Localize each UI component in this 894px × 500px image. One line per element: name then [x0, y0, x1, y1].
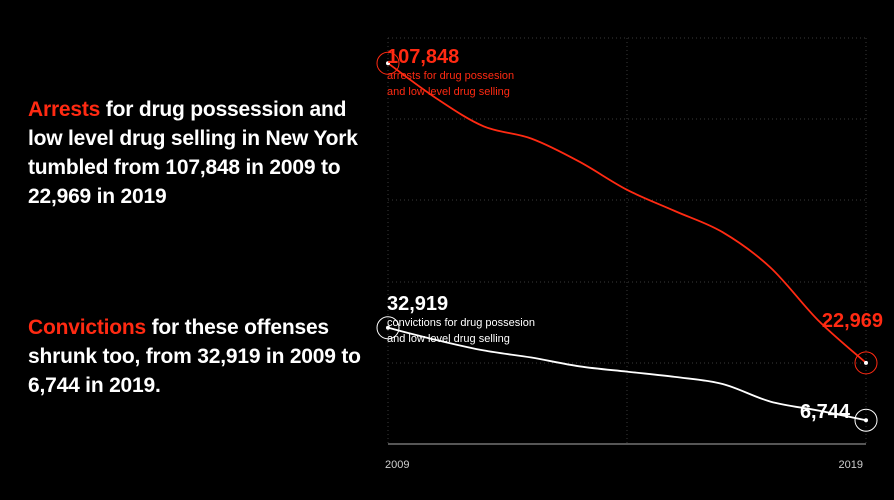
arrests-end-value-label: 22,969	[822, 310, 883, 332]
convictions-description-text: for these offenses shrunk too, from 32,9…	[28, 316, 361, 397]
x-tick-label-end: 2019	[839, 459, 863, 471]
convictions-start-marker-ring	[376, 316, 400, 340]
series-line-arrests	[387, 62, 867, 364]
arrests-description: Arrests for drug possession and low leve…	[28, 95, 378, 211]
series-line-convictions	[387, 326, 867, 422]
convictions-start-marker-dot	[386, 325, 390, 330]
arrests-end-marker-dot	[864, 360, 868, 365]
convictions-end-marker-dot	[864, 418, 868, 423]
arrests-start-value-label: 107,848	[387, 46, 459, 68]
convictions-description: Convictions for these offenses shrunk to…	[28, 313, 378, 400]
convictions-start-value-label: 32,919	[387, 293, 448, 315]
convictions-end-value-label: 6,744	[800, 401, 851, 423]
arrests-start-marker-dot	[386, 61, 390, 66]
convictions-highlight: Convictions	[28, 316, 146, 339]
convictions-end-marker-ring	[854, 408, 878, 432]
arrests-highlight: Arrests	[28, 98, 101, 121]
convictions-start-caption-line-1: convictions for drug possesion	[387, 317, 535, 329]
arrests-description-text: for drug possession and low level drug s…	[28, 98, 358, 208]
arrests-start-caption-line-1: arrests for drug possesion	[387, 70, 514, 82]
x-tick-label-start: 2009	[385, 459, 409, 471]
arrests-start-marker-ring	[376, 51, 400, 75]
arrests-start-caption-line-2: and low level drug selling	[387, 86, 510, 98]
arrests-end-marker-ring	[854, 351, 878, 375]
convictions-start-caption-line-2: and low level drug selling	[387, 333, 510, 345]
